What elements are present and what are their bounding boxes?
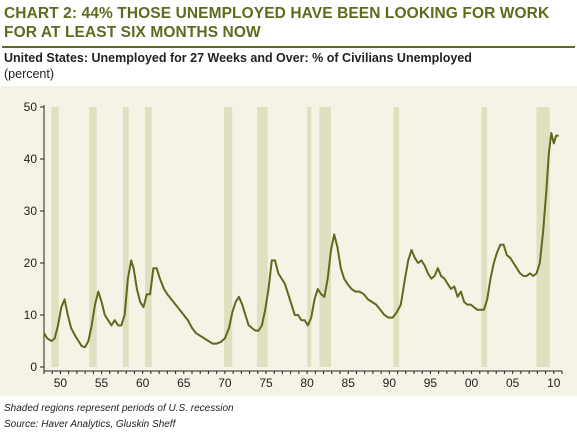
y-tick-label: 30	[24, 204, 38, 218]
recession-footnote: Shaded regions represent periods of U.S.…	[4, 403, 234, 414]
source-note: Source: Haver Analytics, Gluskin Sheff	[4, 419, 176, 430]
y-tick-label: 20	[24, 256, 38, 270]
series	[43, 132, 559, 349]
recession-band	[393, 107, 400, 367]
recession-band	[51, 107, 59, 367]
x-tick-label: 00	[465, 376, 479, 390]
y-tick-label: 40	[24, 152, 38, 166]
x-tick-label: 85	[342, 376, 356, 390]
x-tick-label: 75	[259, 376, 273, 390]
x-tick-label: 05	[506, 376, 520, 390]
x-tick-label: 60	[136, 376, 150, 390]
x-tick-label: 10	[547, 376, 561, 390]
recession-band	[256, 107, 268, 367]
y-tick-label: 50	[24, 100, 38, 114]
recession-band	[122, 107, 129, 367]
x-tick-label: 95	[424, 376, 438, 390]
y-tick-label: 0	[30, 360, 37, 374]
recession-band	[224, 107, 233, 367]
title-divider	[2, 46, 575, 48]
chart-title: CHART 2: 44% THOSE UNEMPLOYED HAVE BEEN …	[4, 5, 550, 41]
recession-band	[319, 107, 331, 367]
x-tick-label: 90	[383, 376, 397, 390]
x-tick-label: 50	[54, 376, 68, 390]
x-tick-label: 65	[177, 376, 191, 390]
unit-label: (percent)	[4, 67, 55, 81]
x-ticks: 50 55 60 65 70 75 80 85 90 95 00 05 10	[43, 371, 563, 390]
recession-band	[481, 107, 488, 367]
y-ticks: 0 10 20 30 40 50	[24, 100, 44, 374]
x-tick-label: 80	[300, 376, 314, 390]
recession-band	[89, 107, 97, 367]
x-tick-label: 70	[218, 376, 232, 390]
recession-band	[307, 107, 312, 367]
recession-bands	[51, 107, 550, 367]
chart-subtitle: United States: Unemployed for 27 Weeks a…	[4, 51, 472, 65]
recession-band	[145, 107, 152, 367]
series-line	[43, 132, 559, 349]
x-tick-label: 55	[95, 376, 109, 390]
y-tick-label: 10	[24, 308, 38, 322]
axes	[43, 105, 562, 372]
